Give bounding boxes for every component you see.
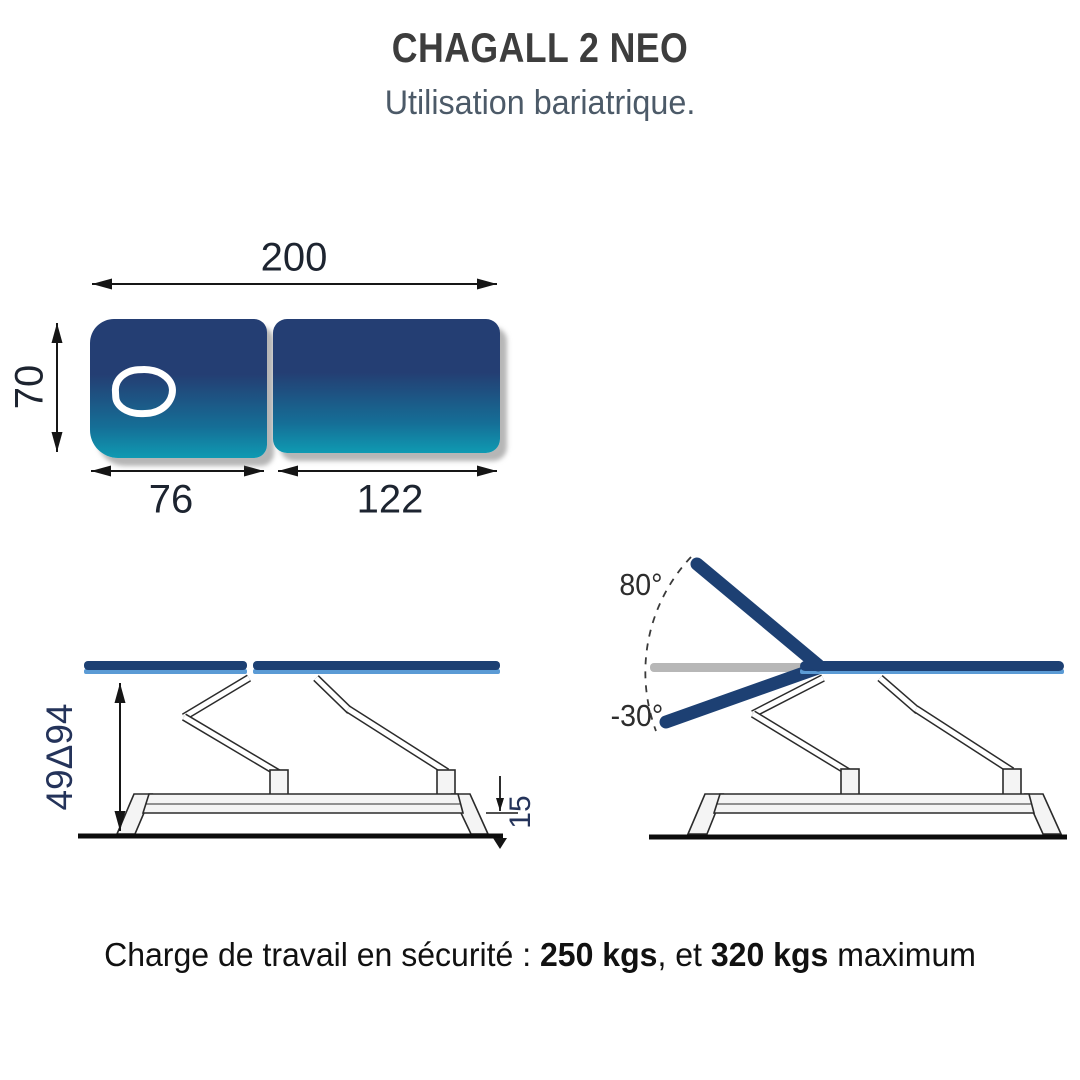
backrest-flat-reference <box>650 663 816 672</box>
base-foot <box>686 793 725 835</box>
tilt-side-view <box>644 556 1067 840</box>
dim-height-range: 49Δ94 <box>39 703 80 811</box>
page-title: CHAGALL 2 NEO <box>391 24 689 71</box>
load-text-prefix: Charge de travail en sécurité : <box>104 936 540 973</box>
dim-head-length: 76 <box>148 477 194 522</box>
lift-side-view <box>78 661 518 849</box>
tabletop-body-profile <box>253 661 500 670</box>
dim-body-length: 122 <box>356 477 424 522</box>
angle-backrest-down: -30° <box>610 698 664 733</box>
top-view-dimension-arrows <box>51 278 497 477</box>
max-load: 320 kgs <box>710 936 829 973</box>
safe-working-load: 250 kgs <box>540 936 658 973</box>
load-capacity-text: Charge de travail en sécurité : 250 kgs,… <box>16 936 1064 974</box>
tabletop-profile <box>800 661 1064 671</box>
table-head-section <box>90 319 267 458</box>
dim-total-length: 200 <box>260 235 328 280</box>
dim-base-height: 15 <box>504 795 537 829</box>
page-subtitle: Utilisation bariatrique. <box>384 84 696 122</box>
table-body-section <box>273 319 500 453</box>
load-text-suffix: maximum <box>828 936 976 973</box>
base-foot <box>1023 793 1063 835</box>
backrest-down-position <box>659 661 825 729</box>
backrest-up-position <box>690 557 825 672</box>
dim-width: 70 <box>7 364 52 410</box>
tabletop-head-profile <box>84 661 247 670</box>
load-text-middle: , et <box>657 936 711 973</box>
angle-backrest-up: 80° <box>619 567 663 602</box>
